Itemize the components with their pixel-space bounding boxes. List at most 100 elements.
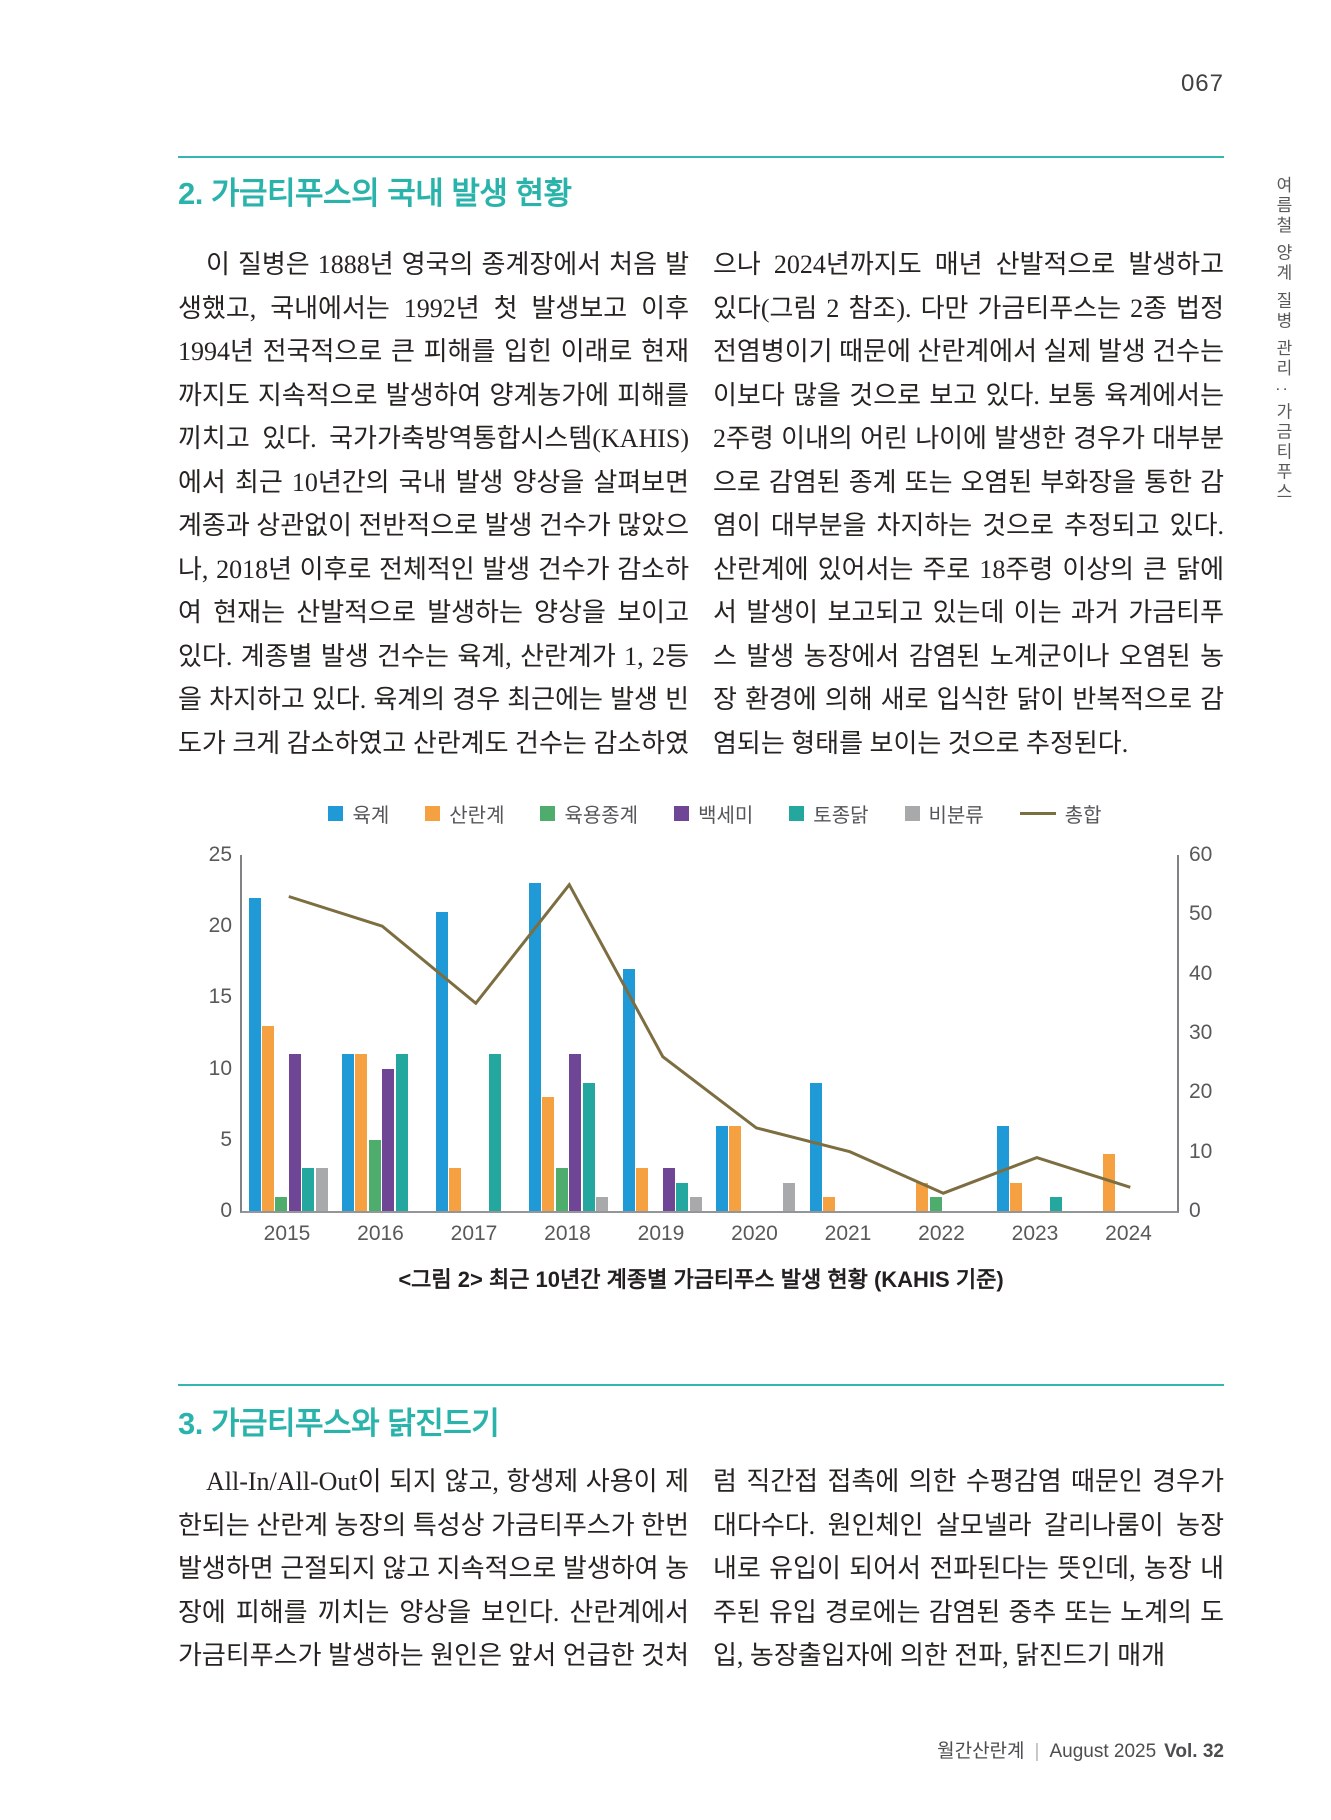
y-left-tick-label: 15	[208, 985, 232, 1009]
y-left-tick-label: 20	[208, 914, 232, 938]
legend-line-swatch	[1019, 811, 1056, 815]
legend-swatch	[425, 805, 441, 821]
total-line	[288, 881, 1131, 1195]
y-right-tick-label: 10	[1189, 1139, 1213, 1163]
chart-plot	[240, 855, 1179, 1213]
section3-body: All-In/All-Out이 되지 않고, 항생제 사용이 제한되는 산란계 …	[178, 1460, 1224, 1684]
y-left-tick-label: 5	[220, 1127, 232, 1151]
footer-issue: August 2025	[1049, 1741, 1157, 1762]
legend-item: 총합	[1019, 799, 1102, 828]
bar	[596, 1196, 609, 1211]
legend-swatch	[674, 805, 690, 821]
y-left-tick-label: 10	[208, 1056, 232, 1080]
bar	[529, 883, 542, 1211]
y-right-tick-label: 60	[1189, 843, 1213, 866]
bar	[368, 1139, 381, 1211]
y-right-tick-label: 0	[1189, 1199, 1201, 1222]
x-tick-label: 2017	[450, 1222, 498, 1245]
bar	[1050, 1196, 1063, 1211]
section2-heading: 2. 가금티푸스의 국내 발생 현황	[178, 176, 572, 211]
legend-swatch	[904, 805, 920, 821]
legend-swatch	[328, 805, 344, 821]
legend-item: 토종닭	[789, 799, 869, 828]
x-tick-label: 2019	[637, 1222, 685, 1245]
bar	[448, 1168, 461, 1211]
bar	[809, 1082, 822, 1211]
bar	[929, 1196, 942, 1211]
legend-label: 산란계	[449, 804, 505, 827]
legend-item: 육용종계	[540, 799, 638, 828]
legend-label: 백세미	[698, 804, 754, 827]
bar	[822, 1196, 835, 1211]
section2-paragraph: 이 질병은 1888년 영국의 종계장에서 처음 발생했고, 국내에서는 199…	[178, 250, 1224, 758]
bar	[261, 1025, 274, 1211]
legend-swatch	[540, 805, 556, 821]
legend-label: 비분류	[928, 804, 984, 827]
bar	[555, 1168, 568, 1211]
legend-item: 산란계	[425, 799, 504, 828]
bar	[1009, 1182, 1022, 1211]
bar	[689, 1196, 702, 1211]
bar	[382, 1068, 395, 1211]
y-right-tick-label: 40	[1189, 961, 1213, 985]
x-tick-label: 2024	[1105, 1222, 1152, 1245]
bar	[729, 1125, 742, 1211]
x-tick-label: 2021	[824, 1222, 872, 1245]
x-tick-label: 2023	[1011, 1222, 1059, 1245]
bar	[716, 1125, 729, 1211]
footer-magazine-name: 월간산란계	[937, 1741, 1025, 1762]
bar	[662, 1168, 675, 1211]
y-right-tick-label: 50	[1189, 902, 1213, 926]
bar	[489, 1054, 502, 1211]
bar	[622, 968, 635, 1211]
legend-item: 백세미	[674, 799, 753, 828]
x-tick-label: 2018	[544, 1222, 591, 1245]
bar	[916, 1182, 929, 1211]
legend-label: 육계	[352, 804, 390, 827]
figure2-caption: <그림 2> 최근 10년간 계종별 가금티푸스 발생 현황 (KAHIS 기준…	[398, 1267, 1004, 1292]
side-tab-chapter-title: 여름철 양계 질병 관리 : 가금티푸스	[1273, 176, 1292, 503]
bar	[355, 1054, 368, 1211]
page-number: 067	[1180, 70, 1224, 97]
bar	[248, 897, 261, 1211]
bar	[342, 1054, 355, 1211]
bar	[582, 1082, 595, 1211]
bar	[635, 1168, 648, 1211]
x-tick-label: 2015	[263, 1222, 311, 1245]
bar	[783, 1182, 796, 1211]
bar	[542, 1097, 555, 1211]
y-left-tick-label: 25	[208, 843, 232, 866]
bar	[569, 1054, 582, 1211]
section2-divider-rule	[178, 156, 1224, 158]
legend-item: 비분류	[904, 799, 984, 828]
section3-divider-rule	[178, 1384, 1224, 1386]
x-tick-label: 2016	[357, 1222, 404, 1245]
legend-label: 토종닭	[813, 804, 869, 827]
x-tick-label: 2022	[918, 1222, 965, 1245]
y-right-tick-label: 30	[1189, 1021, 1213, 1044]
section3-paragraph: All-In/All-Out이 되지 않고, 항생제 사용이 제한되는 산란계 …	[178, 1467, 1224, 1670]
footer-divider: |	[1034, 1741, 1040, 1762]
figure2-chart: 육계 산란계 육용종계 백세미 토종닭 비분류 총합 0 5 10 15 20 25 0 10 20 30 40…	[200, 798, 1230, 1250]
y-right-tick-label: 20	[1189, 1080, 1213, 1104]
section2-body: 이 질병은 1888년 영국의 종계장에서 처음 발생했고, 국내에서는 199…	[178, 243, 1224, 770]
bar	[275, 1196, 288, 1211]
bar	[288, 1054, 301, 1211]
y-left-tick-label: 0	[220, 1199, 232, 1222]
legend-swatch	[789, 805, 805, 821]
bar	[302, 1168, 315, 1211]
legend-label: 총합	[1064, 804, 1102, 827]
bar	[315, 1168, 328, 1211]
bar	[676, 1182, 689, 1211]
section3-heading: 3. 가금티푸스와 닭진드기	[178, 1406, 500, 1441]
x-tick-label: 2020	[731, 1222, 778, 1245]
legend-label: 육용종계	[564, 804, 639, 827]
bar	[996, 1125, 1009, 1211]
chart-legend: 육계 산란계 육용종계 백세미 토종닭 비분류 총합	[200, 798, 1230, 828]
legend-item: 육계	[328, 799, 389, 828]
bar	[1103, 1154, 1116, 1211]
bar	[435, 911, 448, 1211]
footer-volume: Vol. 32	[1164, 1741, 1224, 1762]
bar	[395, 1054, 408, 1211]
